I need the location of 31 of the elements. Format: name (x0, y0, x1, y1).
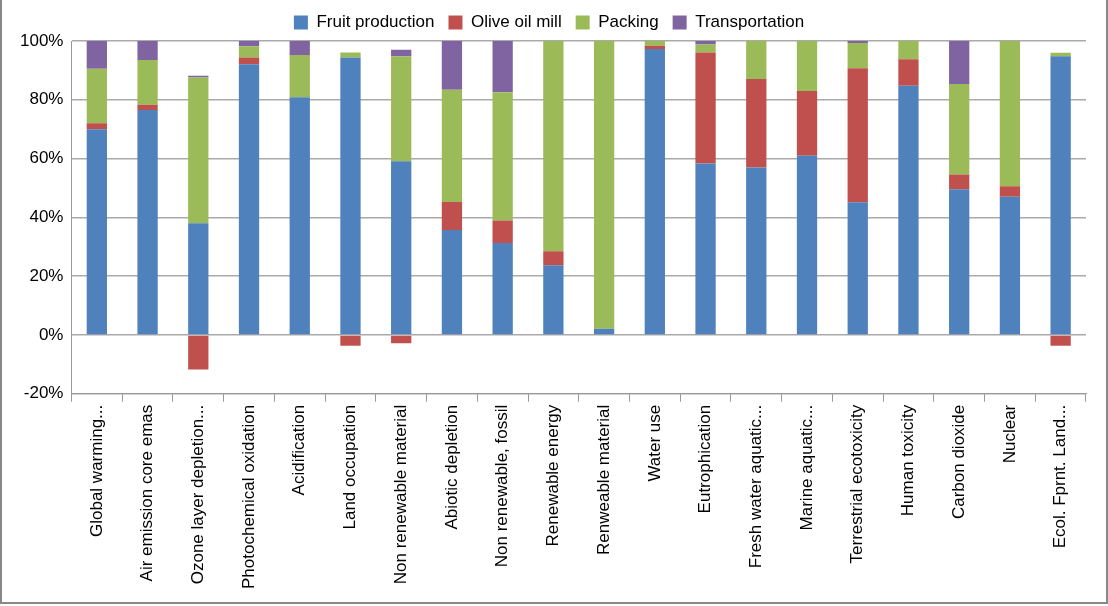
x-tick-label: Human toxicity (898, 404, 918, 517)
x-tick-label: Carbon dioxide (948, 404, 968, 520)
x-tick-label: Abiotic depletion (441, 404, 461, 530)
x-tick-label: Water use (644, 404, 664, 482)
y-tick-label: 40% (29, 207, 64, 227)
legend-label: Packing (598, 12, 659, 32)
y-tick-label: 80% (29, 89, 64, 109)
x-tick-label: Ecol. Fprnt. Land... (1050, 404, 1070, 549)
x-tick-label: Renweable material (593, 404, 613, 555)
legend-label: Olive oil mill (470, 12, 562, 32)
legend-label: Fruit production (316, 12, 435, 32)
x-tick-label: Nuclear (999, 404, 1019, 464)
x-tick-label: Renewable energy (543, 404, 563, 547)
x-tick-label: Photochemical oxidation (238, 404, 258, 589)
x-tick-label: Air emission core emas (137, 404, 157, 582)
y-tick-label: -20% (23, 383, 64, 403)
y-tick-label: 60% (29, 148, 64, 168)
x-tick-label: Non renewable material (390, 404, 410, 585)
y-tick-label: 20% (29, 265, 64, 285)
x-tick-label: Ozone layer depletion... (187, 404, 207, 585)
x-tick-label: Fresh water aquatic... (745, 404, 765, 569)
y-tick-label: 0% (38, 324, 64, 344)
x-tick-label: Land occupation (340, 404, 360, 530)
legend-label: Transportation (695, 12, 805, 32)
y-tick-label: 100% (20, 30, 64, 50)
x-tick-label: Marine aquatic... (796, 404, 816, 531)
x-tick-label: Eutrophication (695, 404, 715, 514)
x-tick-label: Global warming... (86, 404, 106, 537)
x-tick-label: Acidification (289, 404, 309, 496)
x-tick-label: Non renewable, fossil (492, 404, 512, 568)
x-tick-label: Terrestrial ecotoxicity (847, 404, 867, 564)
